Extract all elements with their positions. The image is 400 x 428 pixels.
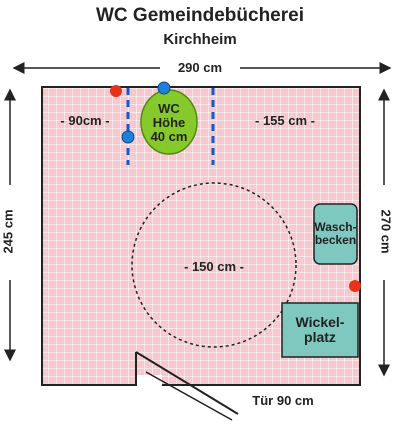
- wc-label-line3: 40 cm: [150, 129, 188, 145]
- floor-tiles: [42, 87, 360, 385]
- right-height-dimension-label: 270 cm: [378, 209, 394, 254]
- changing-table: [281, 302, 359, 358]
- wc-label: WC Höhe 40 cm: [141, 96, 197, 150]
- door-leaf: [135, 351, 239, 415]
- left-zone-label: - 90cm -: [60, 113, 110, 128]
- wc-label-line1: WC: [158, 100, 180, 116]
- alarm-dot-right: [349, 280, 361, 292]
- sink-label-line1: Wasch-: [314, 219, 357, 234]
- changing-table-label-line2: platz: [304, 329, 336, 345]
- changing-table-label: Wickel- platz: [282, 303, 358, 357]
- call-button-dot-left: [121, 130, 135, 144]
- wc-label-line2: Höhe: [152, 114, 186, 130]
- plan-title: WC Gemeindebücherei: [96, 5, 304, 26]
- plan-subtitle: Kirchheim: [163, 31, 237, 48]
- width-dimension-label: 290 cm: [177, 60, 223, 75]
- turning-circle-label: - 150 cm -: [184, 259, 244, 274]
- right-zone-label: - 155 cm -: [255, 113, 315, 128]
- room-walls: [41, 86, 361, 386]
- call-button-dot-top: [157, 81, 171, 95]
- changing-table-label-line1: Wickel-: [295, 313, 345, 330]
- door-width-label: Tür 90 cm: [252, 393, 314, 408]
- left-height-dimension-label: 245 cm: [0, 209, 16, 254]
- sink: [313, 203, 358, 265]
- sink-label-line2: becken: [314, 233, 357, 247]
- sink-label: Wasch- becken: [314, 204, 357, 264]
- turning-circle: [131, 182, 297, 348]
- alarm-dot-top: [110, 85, 122, 97]
- door-leaf-inner: [145, 371, 233, 421]
